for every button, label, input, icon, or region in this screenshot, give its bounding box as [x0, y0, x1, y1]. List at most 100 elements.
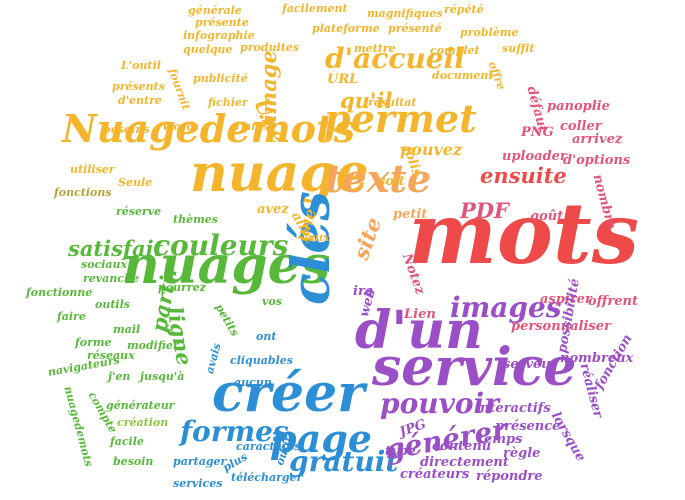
word-besoin: besoin: [113, 455, 154, 468]
word-presents: présents: [112, 80, 165, 93]
word-forme: forme: [75, 336, 112, 349]
word-contenu: contenu: [432, 439, 492, 454]
word-regle: règle: [503, 446, 541, 461]
word-cliquables: cliquables: [230, 354, 293, 367]
word-complet: complet: [430, 44, 480, 57]
word-offre: offre: [485, 59, 508, 92]
word-lien: Lien: [404, 307, 436, 322]
word-d-entre: d'entre: [118, 94, 162, 107]
word-satisfait: satisfait: [68, 236, 164, 261]
word-lorsque: lorsque: [547, 409, 589, 465]
word-presence: présence: [495, 419, 561, 434]
word-d-une: d'une: [232, 120, 267, 133]
word-interactifs: interactifs: [475, 401, 551, 416]
word-coller: coller: [560, 119, 602, 134]
word-aucun: aucun: [234, 376, 272, 389]
word-d-un: d'un: [355, 300, 483, 361]
word-utiliser: utiliser: [70, 163, 115, 176]
word-j-en: j'en: [108, 370, 131, 383]
word-repondre: répondre: [476, 469, 543, 484]
word-qu-il: qu'il: [340, 88, 393, 113]
word-directement: directement: [420, 455, 509, 470]
word-nuage: nuage: [190, 143, 369, 204]
word-creation: création: [117, 416, 169, 429]
word-site: site: [348, 214, 387, 263]
word-pouvoir: pouvoir: [380, 387, 499, 420]
word-personnaliser: personnaliser: [511, 319, 611, 334]
word-temps: temps: [478, 432, 523, 447]
word-telecharger: télécharger: [231, 471, 303, 484]
word-compte: compte: [85, 389, 120, 436]
word-probleme: problème: [460, 26, 519, 39]
word-panoplie: panoplie: [547, 99, 610, 114]
word-eux: eux: [308, 231, 330, 244]
word-pdf: PDF: [460, 198, 509, 223]
word-word: Word: [162, 120, 195, 133]
word-facilement: facilement: [282, 2, 348, 15]
word-reseaux: réseaux: [87, 349, 135, 362]
word-petit: petit: [393, 207, 428, 222]
word-modifier: modifier: [127, 339, 179, 352]
word-nuages: nuages: [122, 235, 331, 296]
word-fonctions: fonctions: [54, 186, 112, 199]
word-partager: partager: [173, 455, 227, 468]
word-services: services: [173, 477, 223, 490]
word-texte: texte: [325, 156, 432, 201]
word-d-accueil: d'accueil: [325, 42, 465, 75]
word-faire: faire: [57, 310, 86, 323]
word-resultat: résultat: [368, 96, 417, 109]
word-permet: permet: [324, 96, 477, 141]
word-jusqu-a: jusqu'à: [140, 370, 185, 383]
word-outils: outils: [95, 298, 130, 311]
word-avez: avez: [257, 202, 289, 217]
word-png: PNG: [521, 125, 554, 140]
word-suffit: suffit: [502, 42, 535, 55]
word-ensuite: ensuite: [480, 163, 567, 188]
word-page: page: [270, 416, 372, 461]
word-document: document: [432, 69, 494, 82]
word-generateur: générateur: [106, 399, 175, 412]
word-uploader: uploader: [502, 149, 567, 164]
word-facile: facile: [110, 435, 144, 448]
word-revanche: revanche: [83, 272, 140, 285]
word-produites: produites: [240, 41, 299, 54]
word-petits: petits: [212, 301, 242, 339]
word-service: service: [372, 337, 577, 398]
word-mots: mots: [408, 184, 639, 283]
word-formes: formes: [180, 415, 289, 448]
word-arrivez: arrivez: [572, 132, 623, 147]
word-aspirer: aspirer: [540, 292, 592, 307]
word-d-options: d'options: [563, 153, 631, 168]
word-reserve: réserve: [116, 205, 162, 218]
word-soit: soit: [378, 174, 405, 189]
word-publicite: publicité: [193, 72, 248, 85]
word-creer: créer: [212, 363, 365, 424]
word-mettre: mettre: [354, 42, 396, 55]
word-nuagedemots: Nuagedemots: [62, 106, 355, 151]
word-ont: ont: [256, 330, 277, 343]
word-repete: répété: [444, 3, 484, 16]
word-plateforme: plateforme: [312, 22, 380, 35]
word-mail: mail: [113, 323, 141, 336]
word-presente: présente: [195, 16, 249, 29]
word-ira: ira: [353, 284, 374, 299]
word-fichier: fichier: [208, 96, 248, 109]
word-ligne: ligne: [162, 304, 198, 368]
word-presente: présenté: [388, 22, 442, 35]
word-offrent: offrent: [588, 294, 639, 309]
word-url: URL: [327, 72, 359, 87]
word-fournit: fournit: [165, 66, 193, 112]
word-themes: thèmes: [173, 213, 218, 226]
word-magnifiques: magnifiques: [367, 7, 443, 20]
word-quelque: quelque: [183, 43, 233, 56]
word-pourrez: pourrez: [158, 281, 206, 294]
word-nombreux: nombreux: [560, 351, 634, 366]
word-seule: Seule: [118, 176, 153, 189]
word-fonctionne: fonctionne: [26, 286, 93, 299]
word-couleurs: couleurs: [153, 229, 289, 262]
word-createurs: créateurs: [400, 467, 470, 482]
word-caracteres: caractères: [236, 440, 301, 453]
word-sociaux: sociaux: [81, 258, 128, 271]
word-type: type: [385, 444, 416, 459]
